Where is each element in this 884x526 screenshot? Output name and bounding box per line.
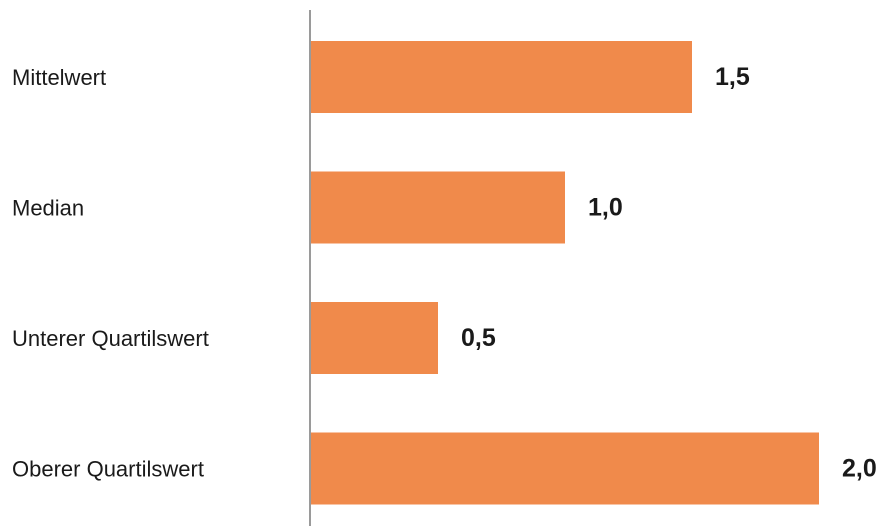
category-label-2: Unterer Quartilswert [12, 326, 209, 351]
category-label-3: Oberer Quartilswert [12, 457, 204, 482]
category-labels: Mittelwert Median Unterer Quartilswert Ober… [12, 65, 209, 482]
bar-1 [311, 171, 565, 244]
bar-3 [311, 432, 819, 505]
value-labels: 1,5 1,0 0,5 2,0 [461, 63, 877, 483]
data-label-0: 1,5 [715, 63, 750, 91]
data-label-1: 1,0 [588, 194, 623, 222]
bar-0 [311, 41, 692, 113]
category-label-0: Mittelwert [12, 65, 106, 90]
bars [311, 41, 819, 505]
category-label-1: Median [12, 196, 84, 221]
data-label-3: 2,0 [842, 455, 877, 483]
bar-2 [311, 302, 438, 374]
data-label-2: 0,5 [461, 324, 496, 352]
